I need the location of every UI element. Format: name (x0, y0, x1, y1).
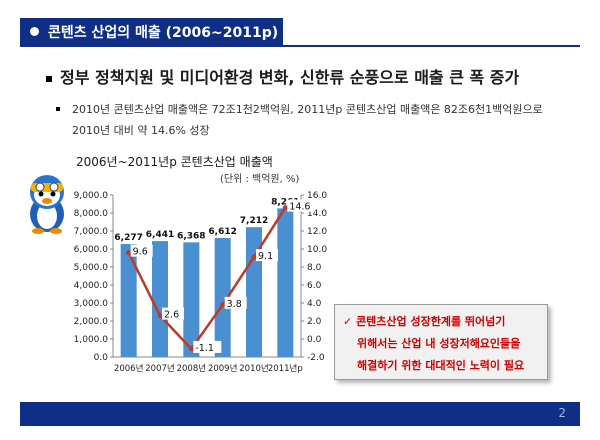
y-right-tick-label: 16.0 (307, 191, 327, 201)
x-tick-label: 2008년 (177, 363, 206, 374)
growth-rate-line (127, 206, 287, 351)
detail-bullet-icon (56, 107, 60, 111)
headline: 정부 정책지원 및 미디어환경 변화, 신한류 순풍으로 매출 큰 폭 증가 (46, 64, 519, 88)
bar-value-label: 6,368 (177, 231, 205, 241)
y-left-tick-label: 1,000.0 (74, 335, 109, 345)
title-divider (20, 45, 580, 47)
growth-point (188, 346, 194, 352)
growth-point (220, 302, 226, 308)
callout-line-3: 해결하기 위한 대대적인 노력이 필요 (357, 359, 525, 372)
y-right-tick-label: 6.0 (307, 281, 322, 291)
growth-label-bg (287, 199, 316, 212)
bar (120, 244, 137, 357)
growth-value-label: 9.1 (258, 251, 273, 262)
bar-value-label: 6,612 (208, 227, 236, 237)
y-right-tick-label: 2.0 (307, 317, 322, 327)
y-left-tick-label: 7,000.0 (74, 227, 109, 237)
growth-label-bg (256, 249, 278, 262)
y-left-tick-label: 5,000.0 (74, 263, 109, 273)
callout-line-1: ✓ 콘텐츠산업 성장한계를 뛰어넘기 (343, 315, 506, 328)
growth-point (126, 250, 132, 256)
growth-value-label: -1.1 (195, 343, 214, 354)
bar (214, 237, 231, 357)
x-tick-label: 2011년p (268, 363, 303, 374)
growth-point (282, 205, 288, 211)
detail-line-2: 2010년 대비 약 14.6% 성장 (72, 124, 210, 137)
growth-label-bg (130, 244, 153, 257)
headline-text: 정부 정책지원 및 미디어환경 변화, 신한류 순풍으로 매출 큰 폭 증가 (60, 68, 520, 87)
x-tick-label: 2006년 (114, 363, 143, 374)
y-left-tick-label: 6,000.0 (74, 245, 109, 255)
title-bullet-icon (30, 27, 39, 36)
detail-line-1: 2010년 콘텐츠산업 매출액은 72조1천2백억원, 2011년p 콘텐츠산업… (72, 103, 543, 116)
chart-unit-label: (단위 : 백억원, %) (220, 174, 300, 185)
slide-title: 콘텐츠 산업의 매출 (2006~2011p) (48, 25, 279, 41)
bar-value-label: 7,212 (240, 216, 268, 226)
bar (152, 241, 168, 357)
growth-label-bg (224, 296, 247, 309)
sales-chart: 0.0 1,000.0 2,000.0 3,000.0 4,000.0 5,000.0 6,… (74, 191, 328, 374)
growth-label-bg (193, 340, 222, 353)
y-right-tick-label: 12.0 (307, 227, 327, 237)
y-left-tick-label: 9,000.0 (74, 191, 109, 201)
y-right-tick-label: 14.0 (307, 209, 327, 219)
growth-point (157, 313, 163, 319)
growth-label-bg (162, 307, 184, 320)
title-bar: 콘텐츠 산업의 매출 (2006~2011p) (20, 18, 283, 45)
page-number: 2 (558, 406, 566, 420)
callout-box: ✓ 콘텐츠산업 성장한계를 뛰어넘기 위해서는 산업 내 성장저해요인들을 해결… (334, 304, 548, 380)
footer-bar: 2 (20, 402, 580, 426)
check-icon: ✓ (343, 315, 353, 328)
bar (183, 242, 200, 357)
chart-title: 2006년~2011년p 콘텐츠산업 매출액 (76, 155, 273, 169)
y-left-tick-label: 2,000.0 (74, 317, 109, 327)
y-right-tick-label: 10.0 (307, 245, 327, 255)
callout-line-2: 위해서는 산업 내 성장저해요인들을 (357, 337, 521, 350)
growth-point (251, 254, 257, 260)
x-tick-label: 2010년 (239, 363, 268, 374)
bar (277, 208, 294, 357)
y-left-tick-label: 8,000.0 (74, 209, 109, 219)
y-left-tick-label: 0.0 (94, 353, 109, 363)
growth-value-label: 3.8 (227, 299, 242, 310)
x-tick-label: 2007년 (145, 363, 174, 374)
bar-value-label: 6,277 (114, 233, 142, 243)
bar-value-label: 6,441 (146, 230, 174, 240)
penguin-mascot-icon (30, 175, 64, 234)
growth-value-label: 2.6 (164, 310, 179, 321)
y-right-tick-label: 0.0 (307, 335, 322, 345)
x-tick-label: 2009년 (208, 363, 237, 374)
detail-text: 2010년 콘텐츠산업 매출액은 72조1천2백억원, 2011년p 콘텐츠산업… (72, 99, 543, 141)
growth-value-label: 9.6 (133, 247, 148, 258)
square-bullet-icon (46, 75, 52, 82)
y-right-tick-label: 4.0 (307, 299, 322, 309)
y-left-tick-label: 3,000.0 (74, 299, 109, 309)
y-right-tick-label: -2.0 (307, 353, 325, 363)
y-left-tick-label: 4,000.0 (74, 281, 109, 291)
growth-value-label: 14.6 (289, 202, 310, 213)
bar-value-label: 8,261 (271, 197, 299, 207)
y-right-tick-label: 8.0 (307, 263, 322, 273)
